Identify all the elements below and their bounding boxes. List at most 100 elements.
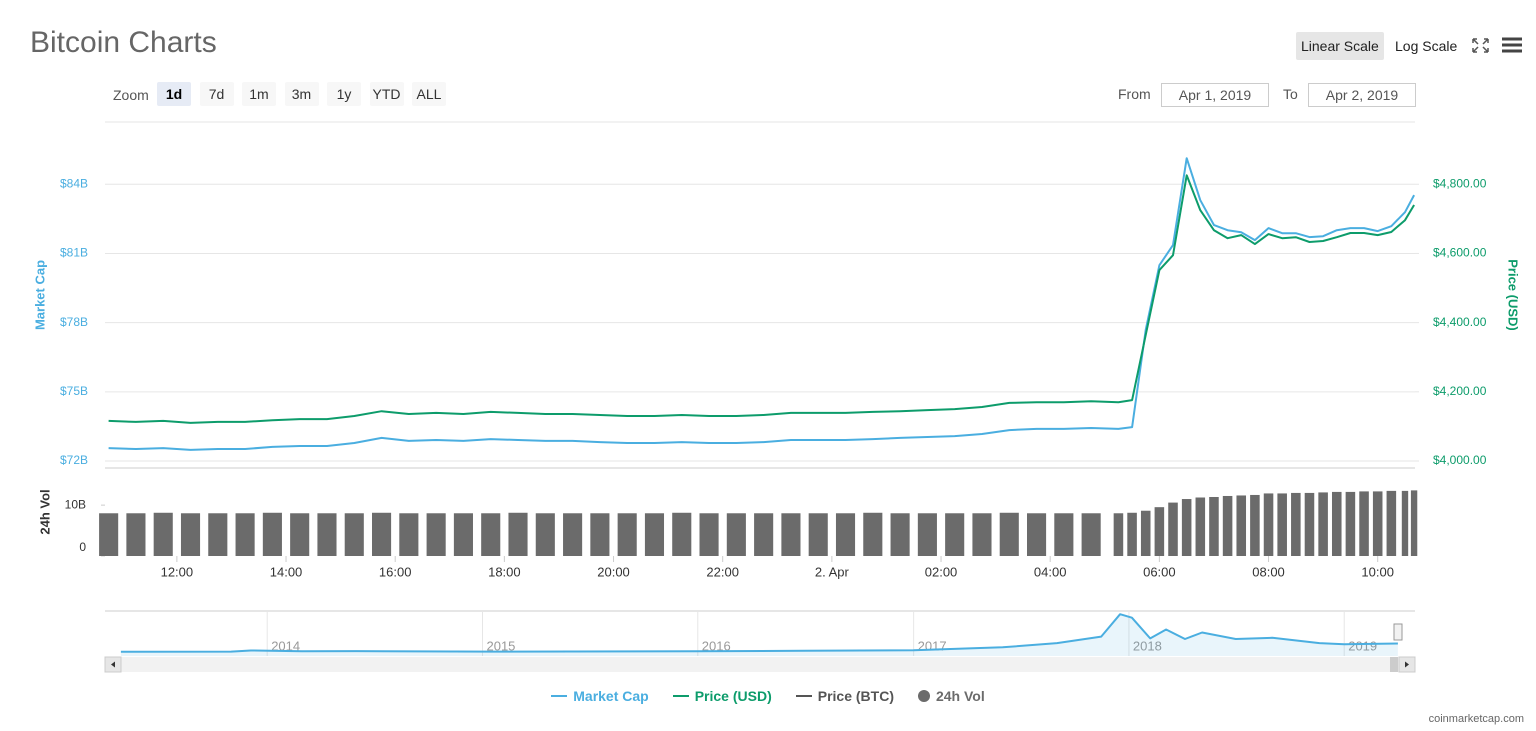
volume-bar <box>290 513 310 556</box>
volume-bar <box>1140 510 1151 556</box>
volume-bar <box>153 512 173 556</box>
navigator-tick-label: 2016 <box>702 638 731 653</box>
scrollbar-track[interactable] <box>105 657 1415 672</box>
zoom-button[interactable]: 7d <box>199 82 234 106</box>
volume-bar <box>808 513 828 556</box>
y-tick-label: $84B <box>60 176 88 190</box>
line <box>108 174 1415 424</box>
from-input[interactable]: Apr 1, 2019 <box>1161 83 1269 107</box>
line <box>108 157 1415 451</box>
volume-bar <box>835 513 856 556</box>
volume-bar <box>372 512 392 556</box>
y2-axis-title: Price (USD) <box>1506 259 1521 331</box>
volume-bar <box>1263 493 1274 556</box>
navigator-line <box>120 613 1398 653</box>
x-tick-label: 02:00 <box>925 564 958 579</box>
log-scale-button[interactable]: Log Scale <box>1395 38 1458 54</box>
volume-bar <box>1359 491 1369 556</box>
y-tick-label: $72B <box>60 453 88 467</box>
x-tick-label: 22:00 <box>706 564 739 579</box>
volume-bar <box>1304 492 1315 556</box>
legend-marker <box>795 695 812 697</box>
navigator-tick-label: 2015 <box>486 638 515 653</box>
volume-bar <box>863 512 883 556</box>
volume-bar <box>126 513 146 556</box>
to-input[interactable]: Apr 2, 2019 <box>1308 83 1416 107</box>
y2-tick-label: $4,200.00 <box>1433 384 1487 398</box>
x-tick-label: 2. Apr <box>815 564 850 579</box>
zoom-button[interactable]: YTD <box>369 82 404 106</box>
legend-item[interactable]: Market Cap <box>551 688 649 704</box>
y-axis-title: Market Cap <box>32 260 47 330</box>
volume-bar <box>1027 513 1047 556</box>
navigator-tick-label: 2019 <box>1348 638 1377 653</box>
volume-bar <box>726 513 746 556</box>
volume-bar <box>1345 491 1356 556</box>
x-tick-label: 16:00 <box>379 564 412 579</box>
y-tick-label: $81B <box>60 246 88 260</box>
zoom-button[interactable]: 3m <box>284 82 319 106</box>
y2-tick-label: $4,800.00 <box>1433 176 1487 190</box>
volume-bar <box>1372 491 1383 556</box>
legend-text: Market Cap <box>573 688 649 704</box>
navigator-line-area <box>120 614 1398 656</box>
volume-tick-label: 10B <box>65 497 86 511</box>
scroll-left-arrow <box>111 661 115 668</box>
volume-bar <box>999 512 1019 556</box>
volume-bar <box>1277 493 1287 556</box>
volume-bar <box>508 512 528 556</box>
y2-tick-label: $4,000.00 <box>1433 453 1487 467</box>
scroll-thumb[interactable] <box>1390 657 1398 672</box>
navigator-handle[interactable] <box>1393 623 1403 641</box>
legend-item[interactable]: Price (USD) <box>672 688 772 704</box>
legend-text: Price (BTC) <box>817 688 894 704</box>
from-label: From <box>1118 86 1151 102</box>
x-tick-label: 08:00 <box>1252 564 1285 579</box>
volume-bar <box>1081 513 1101 556</box>
volume-bar <box>453 513 473 556</box>
legend-item[interactable]: Price (BTC) <box>795 688 894 704</box>
y2-tick-label: $4,400.00 <box>1433 315 1487 329</box>
volume-bar <box>1250 494 1260 556</box>
volume-tick-label: 0 <box>79 540 86 554</box>
volume-bar <box>590 513 610 556</box>
volume-bar <box>1222 495 1233 556</box>
zoom-label: Zoom <box>113 87 149 103</box>
volume-bar <box>481 513 501 556</box>
page-title: Bitcoin Charts <box>30 26 217 59</box>
volume-bar <box>99 513 119 556</box>
menu-icon[interactable] <box>1502 37 1522 53</box>
legend-item[interactable]: 24h Vol <box>917 688 985 704</box>
x-tick-label: 10:00 <box>1361 564 1394 579</box>
volume-bar <box>535 513 555 556</box>
volume-bar <box>1054 513 1074 556</box>
volume-bar <box>781 513 801 556</box>
volume-bar <box>1113 513 1124 556</box>
zoom-button[interactable]: 1y <box>327 82 361 106</box>
volume-bar <box>644 513 665 556</box>
zoom-button[interactable]: 1d <box>157 82 191 106</box>
volume-bar <box>972 513 992 556</box>
volume-bar <box>1181 499 1192 556</box>
x-tick-label: 18:00 <box>488 564 521 579</box>
zoom-button[interactable]: 1m <box>242 82 276 106</box>
volume-bar <box>917 513 937 556</box>
volume-bar <box>945 513 965 556</box>
x-tick-label: 14:00 <box>270 564 303 579</box>
linear-scale-button[interactable]: Linear Scale <box>1296 32 1384 60</box>
to-label: To <box>1283 86 1298 102</box>
zoom-button[interactable]: ALL <box>412 82 446 106</box>
navigator-tick-label: 2018 <box>1133 638 1162 653</box>
volume-bar <box>262 512 282 556</box>
volume-bar <box>344 513 364 556</box>
scroll-right-arrow <box>1405 661 1409 668</box>
volume-bar <box>1318 492 1328 556</box>
fullscreen-icon[interactable] <box>1472 38 1489 53</box>
volume-bar <box>1410 490 1418 556</box>
volume-bar <box>208 513 228 556</box>
volume-bar <box>235 513 255 556</box>
navigator-tick-label: 2014 <box>271 638 300 653</box>
volume-axis-title: 24h Vol <box>37 489 52 534</box>
